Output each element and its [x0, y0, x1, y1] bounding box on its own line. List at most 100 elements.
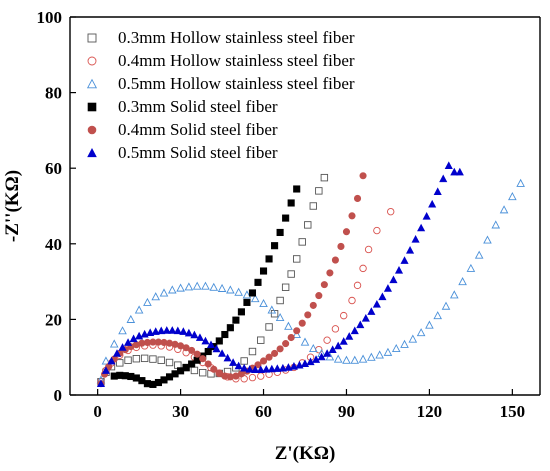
- y-tick-label: 40: [45, 235, 62, 254]
- data-point: [449, 290, 459, 299]
- x-tick-label: 0: [93, 402, 102, 421]
- data-point: [176, 283, 185, 292]
- data-point: [425, 320, 434, 329]
- data-point: [389, 275, 398, 284]
- data-point: [275, 312, 285, 322]
- data-point: [193, 350, 201, 358]
- data-point: [199, 368, 207, 377]
- data-point: [199, 355, 207, 363]
- data-point: [295, 360, 304, 369]
- data-point: [364, 245, 373, 254]
- data-point: [499, 205, 509, 214]
- data-point: [210, 365, 218, 373]
- data-point: [308, 343, 318, 353]
- data-point: [323, 336, 331, 344]
- data-point: [300, 337, 310, 346]
- data-point: [188, 346, 196, 354]
- x-tick-label: 150: [500, 402, 526, 421]
- legend-label: 0.5mm Solid steel fiber: [118, 143, 278, 162]
- data-point: [190, 330, 199, 339]
- data-point: [328, 345, 337, 354]
- data-point: [132, 355, 141, 363]
- data-point: [118, 343, 127, 351]
- legend-label: 0.5mm Hollow stainless steel fiber: [118, 74, 355, 93]
- data-point: [124, 356, 132, 364]
- data-point: [466, 263, 476, 272]
- data-point: [162, 326, 171, 334]
- data-point: [204, 347, 212, 356]
- data-point: [417, 223, 426, 232]
- data-point: [143, 297, 152, 306]
- data-point: [444, 161, 453, 169]
- series-3: [96, 178, 525, 384]
- y-tick-label: 100: [37, 8, 63, 27]
- data-point: [406, 245, 415, 254]
- data-point: [375, 350, 384, 359]
- data-point: [276, 296, 284, 305]
- data-point: [278, 363, 287, 372]
- data-point: [304, 221, 312, 229]
- data-point: [124, 338, 133, 346]
- data-point: [215, 337, 223, 345]
- data-point: [240, 357, 248, 365]
- data-point: [270, 310, 279, 318]
- data-point: [201, 336, 210, 345]
- data-point: [151, 292, 161, 301]
- data-point: [306, 357, 315, 366]
- x-ticks: 0 30 60 90 120 150: [93, 389, 525, 421]
- data-point: [273, 364, 282, 372]
- data-point: [129, 334, 138, 343]
- data-point: [293, 255, 301, 263]
- data-point: [383, 347, 393, 356]
- data-point: [265, 323, 273, 331]
- data-point: [262, 365, 271, 373]
- data-point: [372, 300, 381, 308]
- data-point: [350, 355, 360, 364]
- data-point: [320, 281, 328, 289]
- data-point: [315, 187, 323, 195]
- data-point: [450, 167, 459, 176]
- data-point: [348, 296, 356, 305]
- data-point: [112, 349, 122, 357]
- data-point: [342, 228, 351, 236]
- data-point: [455, 167, 464, 176]
- data-point: [516, 178, 525, 187]
- data-point: [353, 281, 362, 290]
- data-point: [256, 365, 265, 374]
- data-point: [400, 339, 409, 348]
- legend-marker: [86, 78, 98, 89]
- x-tick-label: 120: [417, 402, 443, 421]
- data-point: [276, 228, 284, 237]
- data-point: [287, 199, 295, 207]
- data-point: [195, 333, 204, 341]
- x-tick-label: 90: [338, 402, 355, 421]
- data-point: [441, 301, 451, 310]
- data-point: [387, 207, 395, 216]
- data-point: [334, 341, 343, 350]
- data-point: [248, 347, 257, 356]
- data-point: [259, 357, 268, 365]
- data-point: [373, 226, 381, 235]
- data-point: [204, 360, 212, 368]
- data-point: [315, 292, 323, 300]
- legend-marker: [87, 33, 97, 43]
- data-point: [333, 354, 343, 363]
- data-point: [218, 349, 227, 357]
- data-point: [209, 282, 219, 291]
- data-point: [433, 311, 443, 320]
- data-point: [331, 256, 339, 264]
- data-point: [293, 185, 301, 193]
- data-point: [367, 352, 376, 361]
- data-point: [221, 330, 229, 339]
- data-point: [284, 321, 293, 330]
- data-point: [428, 199, 437, 208]
- data-point: [342, 355, 351, 364]
- data-point: [188, 360, 196, 368]
- data-point: [254, 278, 262, 286]
- data-point: [287, 270, 295, 278]
- data-point: [234, 287, 243, 296]
- data-point: [309, 301, 317, 309]
- legend-label: 0.3mm Hollow stainless steel fiber: [118, 28, 355, 47]
- data-point: [101, 356, 111, 365]
- data-point: [267, 364, 276, 373]
